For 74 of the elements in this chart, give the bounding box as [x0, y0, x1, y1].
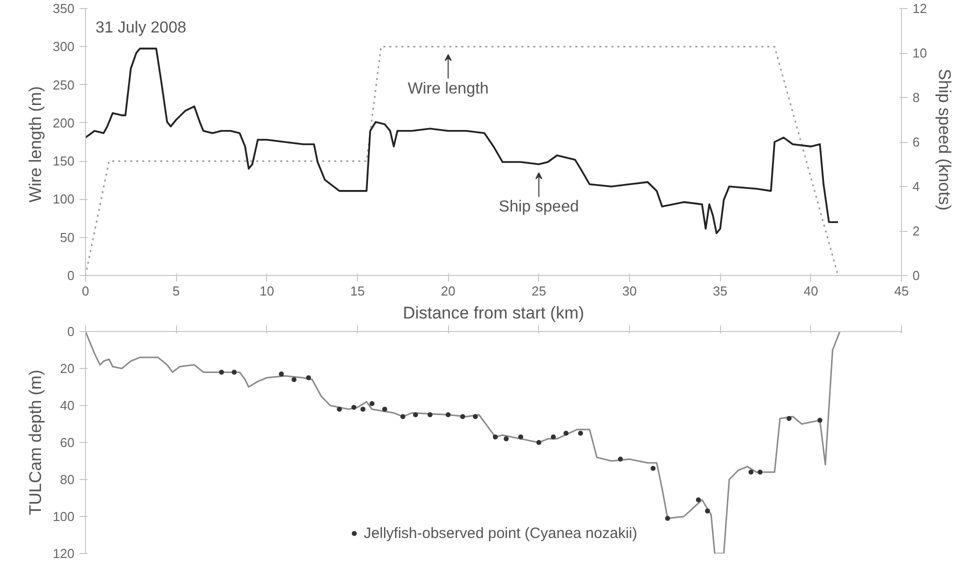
- point: [400, 414, 406, 420]
- point: [550, 434, 556, 440]
- annotation: Ship speed: [498, 198, 579, 216]
- y-axis-title: Wire length (m): [26, 86, 45, 202]
- y2-axis-title: Ship speed (knots): [934, 68, 954, 211]
- y2-tick-label: 2: [912, 224, 920, 238]
- annotation: Wire length: [408, 80, 489, 98]
- y-tick-label: 120: [52, 546, 75, 561]
- x-axis-title: Distance from start (km): [402, 304, 584, 322]
- x-tick-label: 30: [622, 284, 637, 298]
- point: [650, 466, 656, 471]
- x-tick-label: 10: [260, 284, 274, 298]
- y-tick-label: 150: [52, 154, 75, 169]
- y-tick-label: 200: [52, 115, 75, 130]
- y-tick-label: 60: [60, 435, 75, 450]
- y-tick-label: 300: [52, 39, 75, 54]
- point: [536, 440, 542, 445]
- y-axis-title: TULCam depth (m): [26, 370, 45, 516]
- y-tick-label: 250: [52, 77, 75, 92]
- y-tick-label: 100: [52, 192, 75, 207]
- y-tick-label: 0: [67, 324, 75, 339]
- point: [460, 414, 466, 420]
- line-series: [86, 48, 839, 234]
- legend-label: Jellyfish-observed point (Cyanea nozakii): [364, 524, 638, 542]
- point: [504, 436, 509, 442]
- point: [518, 434, 524, 440]
- line-series: [86, 332, 841, 554]
- point: [618, 456, 623, 462]
- x-tick-label: 15: [350, 284, 365, 298]
- x-tick-label: 0: [82, 284, 90, 298]
- annotation: 31 July 2008: [96, 20, 186, 36]
- point: [758, 470, 763, 475]
- y-tick-label: 50: [60, 230, 75, 245]
- y2-tick-label: 8: [912, 90, 920, 105]
- point: [704, 508, 710, 514]
- y-tick-label: 20: [60, 361, 75, 376]
- point: [665, 516, 670, 521]
- point: [492, 434, 498, 440]
- x-tick-label: 35: [712, 284, 728, 298]
- y-tick-label: 350: [52, 1, 75, 16]
- point: [696, 497, 701, 502]
- point: [472, 414, 478, 420]
- point: [360, 406, 366, 412]
- point: [232, 370, 237, 375]
- y2-tick-label: 10: [912, 46, 927, 60]
- y2-tick-label: 0: [912, 268, 920, 283]
- point: [748, 470, 754, 475]
- point: [292, 377, 297, 382]
- point: [564, 430, 569, 436]
- point: [336, 406, 342, 412]
- point: [817, 418, 822, 423]
- x-tick-label: 5: [172, 284, 180, 298]
- point: [351, 404, 356, 410]
- point: [306, 375, 312, 380]
- y-tick-label: 40: [60, 398, 75, 413]
- y2-tick-label: 4: [912, 179, 920, 194]
- point: [370, 401, 375, 406]
- point: [413, 412, 418, 418]
- y-tick-label: 80: [60, 472, 75, 487]
- point: [219, 370, 224, 375]
- point: [578, 430, 584, 436]
- point: [428, 412, 433, 418]
- point: [446, 412, 451, 418]
- x-tick-label: 45: [894, 284, 909, 298]
- y2-tick-label: 12: [912, 1, 927, 16]
- y-tick-label: 100: [52, 509, 75, 524]
- point: [382, 406, 388, 412]
- y2-tick-label: 6: [912, 134, 920, 150]
- x-tick-label: 20: [440, 284, 456, 298]
- point: [786, 416, 792, 421]
- y-tick-label: 0: [67, 268, 75, 283]
- x-tick-label: 40: [804, 284, 818, 298]
- point: [278, 372, 284, 377]
- x-tick-label: 25: [532, 284, 546, 298]
